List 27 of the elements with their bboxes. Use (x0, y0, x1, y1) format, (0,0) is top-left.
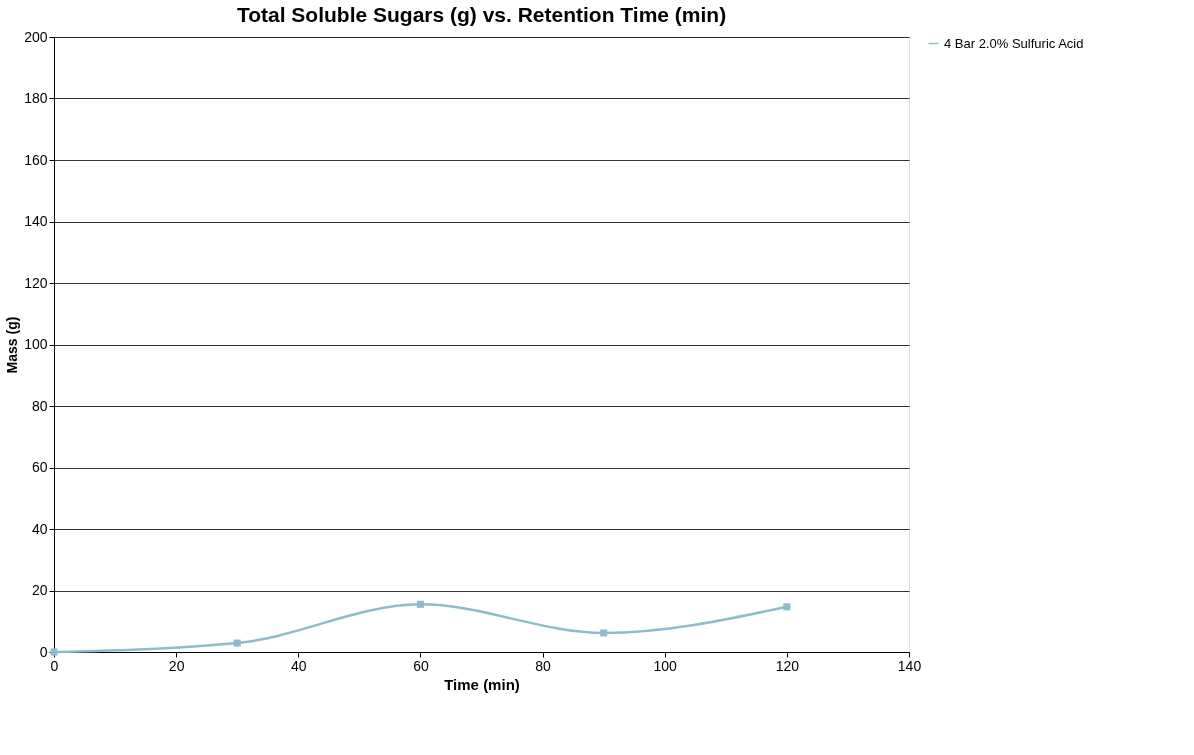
x-tick-label: 80 (535, 657, 552, 674)
point (416, 600, 424, 608)
x-axis-title: Time (min) (444, 675, 520, 693)
x-tick-label: 40 (291, 657, 307, 674)
y-tick-label: 140 (24, 213, 48, 229)
x-tick-label: 20 (168, 657, 185, 674)
x-tick-label: 140 (897, 657, 922, 674)
x-tick-label: 0 (50, 657, 59, 674)
x-tick-label: 60 (413, 657, 429, 674)
y-axis-title: Mass (g) (4, 316, 21, 374)
point (600, 629, 608, 637)
y-tick-label: 100 (24, 336, 48, 352)
y-tick-label: 120 (24, 274, 48, 291)
y-tick-label: 40 (31, 520, 48, 537)
y-tick-label: 0 (39, 643, 48, 660)
y-tick-label: 180 (24, 90, 48, 106)
y-tick-label: 20 (31, 582, 48, 598)
y-tick-label: 60 (31, 459, 48, 475)
chart-title: Total Soluble Sugars (g) vs. Retention Time (min) (236, 3, 727, 26)
y-tick-label: 160 (24, 151, 48, 168)
point (233, 639, 241, 647)
y-tick-label: 80 (31, 397, 48, 414)
x-tick-label: 100 (653, 657, 678, 674)
y-tick-label: 200 (24, 28, 48, 45)
x-tick-label: 120 (775, 657, 800, 674)
point (783, 603, 791, 611)
legend-label: 4 Bar 2.0% Sulfuric Acid (944, 35, 1084, 51)
